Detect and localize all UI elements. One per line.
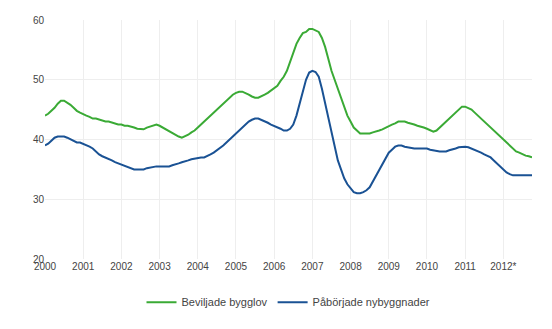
svg-text:2000: 2000 [34,261,57,272]
svg-text:50: 50 [33,74,45,85]
svg-text:Påbörjade nybyggnader: Påbörjade nybyggnader [313,296,430,308]
svg-text:2005: 2005 [225,261,248,272]
svg-text:20: 20 [33,254,45,265]
svg-text:2007: 2007 [301,261,324,272]
svg-text:2003: 2003 [148,261,171,272]
svg-text:40: 40 [33,134,45,145]
svg-text:2006: 2006 [263,261,286,272]
svg-text:2011: 2011 [454,261,476,272]
svg-text:30: 30 [33,194,45,205]
svg-text:2010: 2010 [416,261,439,272]
svg-text:2004: 2004 [187,261,210,272]
svg-text:2008: 2008 [339,261,362,272]
svg-text:2001: 2001 [72,261,95,272]
svg-text:2009: 2009 [378,261,401,272]
svg-text:2012*: 2012* [490,261,516,272]
svg-text:Beviljade bygglov: Beviljade bygglov [182,296,268,308]
svg-text:60: 60 [33,15,45,26]
svg-text:2002: 2002 [110,261,133,272]
